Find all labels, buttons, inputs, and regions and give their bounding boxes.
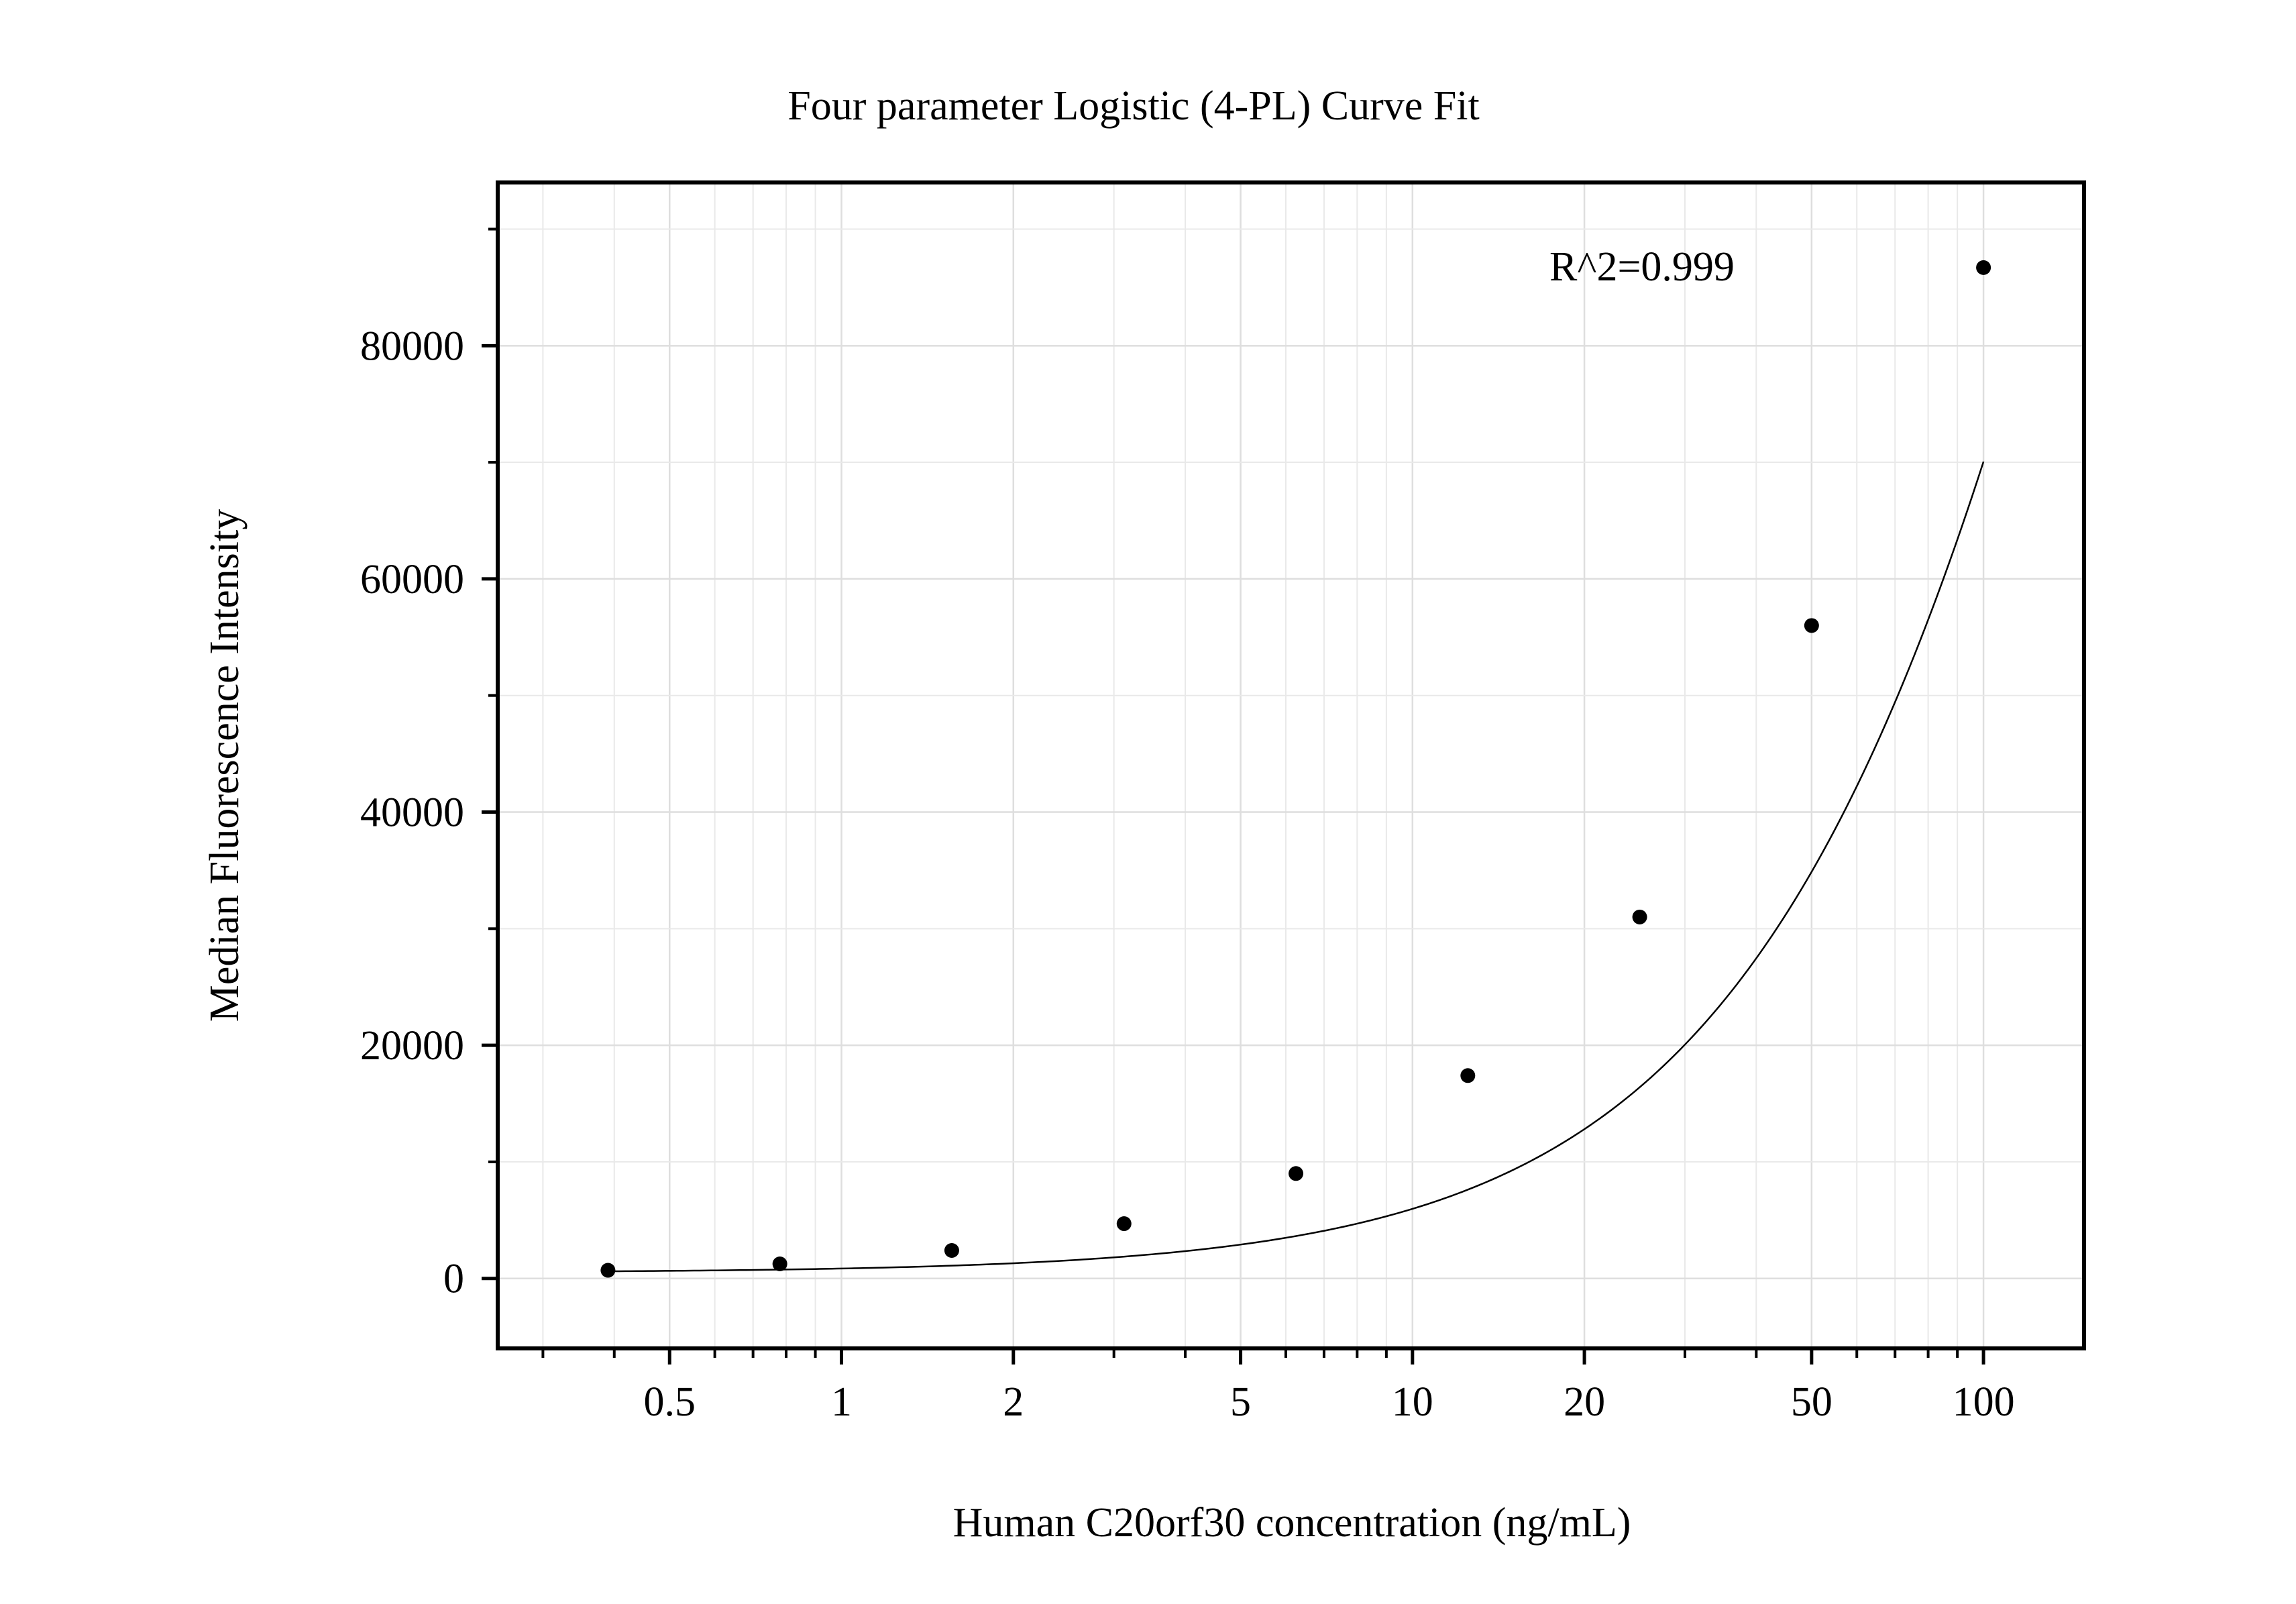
x-tick-label: 100: [1953, 1379, 2015, 1425]
x-axis-title: Human C20orf30 concentration (ng/mL): [953, 1500, 1631, 1546]
data-points: [600, 260, 1991, 1278]
data-point: [944, 1243, 959, 1259]
y-tick-label: 40000: [360, 790, 464, 836]
data-point: [600, 1263, 616, 1278]
plot-frame: [496, 180, 2086, 1350]
x-tick-label: 2: [1003, 1379, 1024, 1425]
chart-title: Four parameter Logistic (4-PL) Curve Fit: [787, 83, 1479, 129]
x-tick-label: 1: [831, 1379, 852, 1425]
y-axis-tick-labels: 0 20000 40000 60000 80000: [360, 323, 464, 1301]
data-point: [772, 1256, 787, 1271]
x-tick-label: 50: [1791, 1379, 1833, 1425]
y-tick-label: 80000: [360, 323, 464, 369]
x-tick-label: 10: [1392, 1379, 1433, 1425]
x-tick-label: 5: [1230, 1379, 1251, 1425]
data-point: [1632, 909, 1647, 924]
grid: [498, 182, 2084, 1348]
data-point: [1289, 1166, 1304, 1181]
data-point: [1976, 260, 1991, 275]
fit-curve: [608, 461, 1985, 1273]
y-tick-label: 20000: [360, 1023, 464, 1069]
y-tick-label: 0: [443, 1257, 464, 1302]
axis-ticks: [482, 227, 1985, 1365]
x-axis-tick-labels: 0.5 1 2 5 10 20 50 100: [644, 1379, 2015, 1425]
r-squared-annotation: R^2=0.999: [1549, 244, 1735, 290]
y-tick-label: 60000: [360, 557, 464, 602]
x-tick-label: 20: [1564, 1379, 1605, 1425]
data-point: [1804, 618, 1819, 633]
y-axis-title: Median Fluorescence Intensity: [202, 509, 248, 1022]
data-point: [1460, 1068, 1476, 1083]
data-point: [1116, 1216, 1132, 1232]
x-tick-label: 0.5: [644, 1379, 696, 1425]
